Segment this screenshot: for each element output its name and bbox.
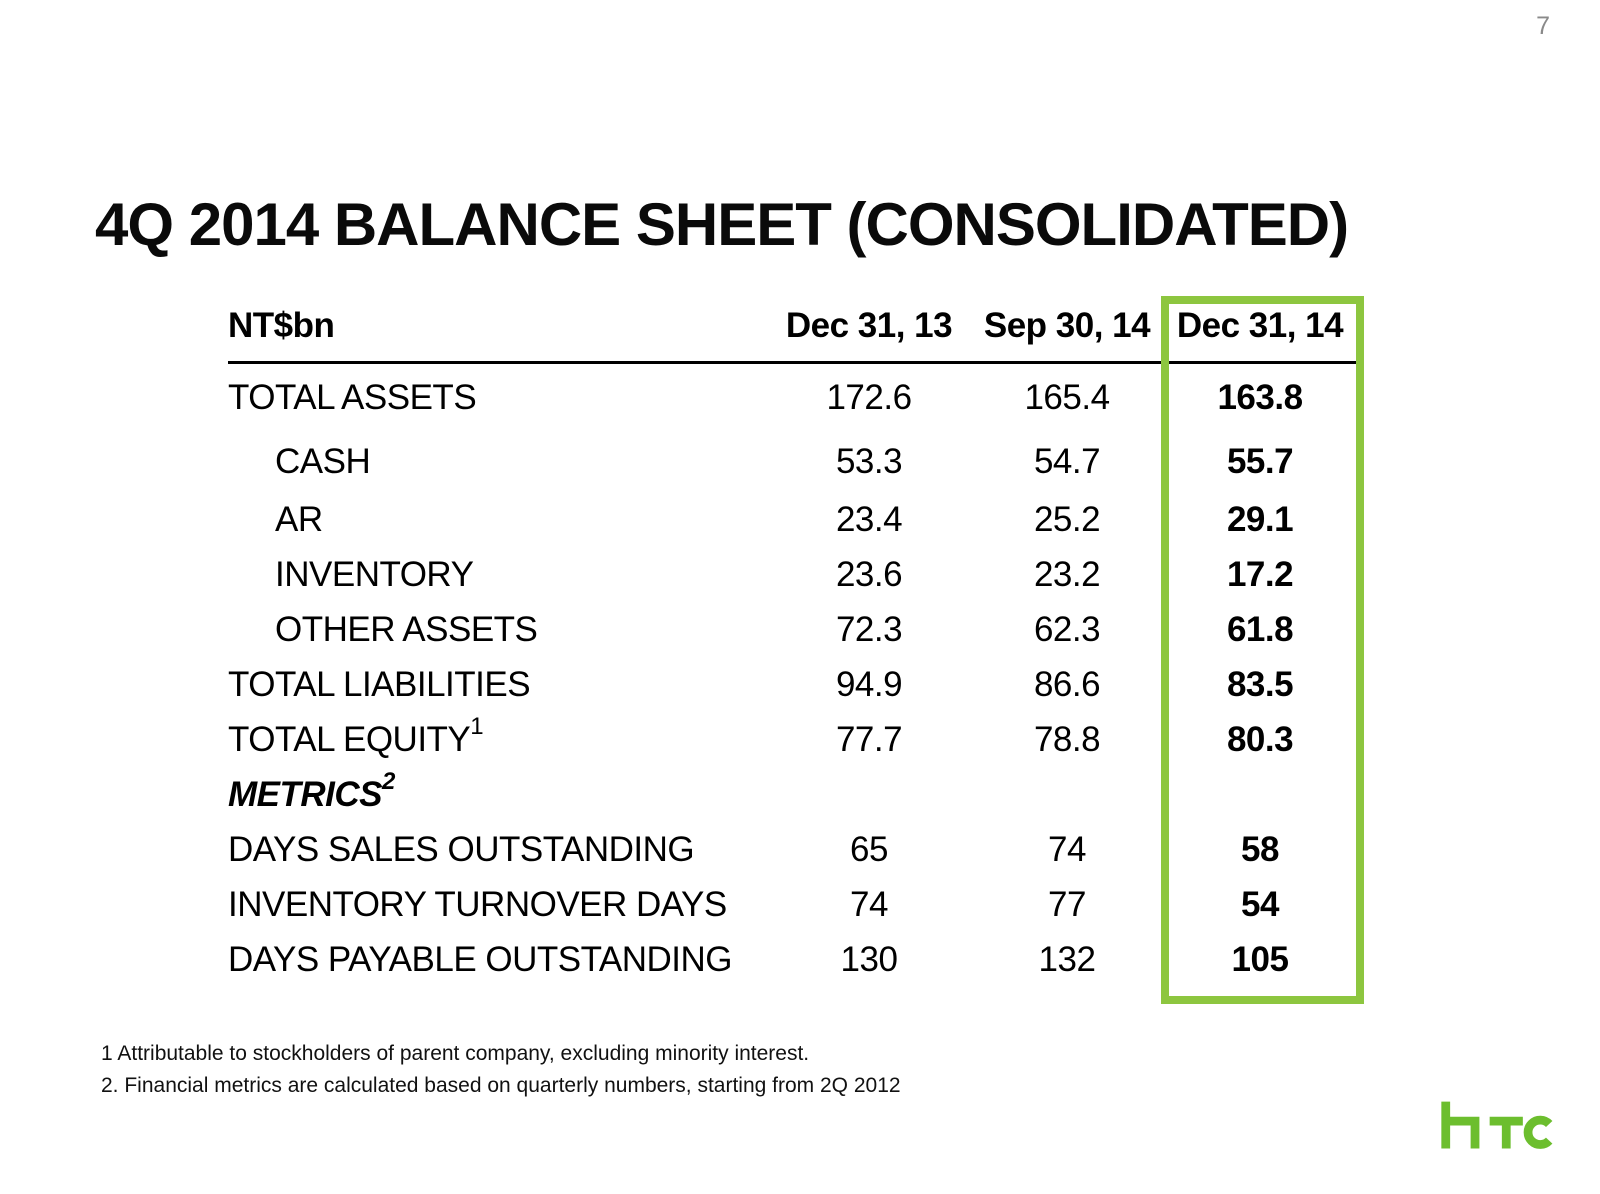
- value-sep-30-14: 54.7: [1033, 442, 1101, 481]
- value-dec-31-14: 163.8: [1217, 378, 1303, 417]
- value-dec-31-14: 54: [1241, 884, 1279, 924]
- row-label: TOTAL ASSETS: [228, 378, 477, 417]
- table-row: TOTAL ASSETS 172.6 165.4 163.8: [228, 364, 1356, 432]
- logo-letter-t: [1489, 1116, 1523, 1149]
- value-dec-31-13: 74: [850, 884, 888, 924]
- table-row: TOTAL LIABILITIES 94.9 86.6 83.5: [228, 657, 1356, 712]
- unit-header: NT$bn: [228, 306, 335, 345]
- row-label: OTHER ASSETS: [275, 609, 538, 649]
- value-dec-31-13: 23.6: [835, 554, 903, 594]
- row-label: TOTAL EQUITY1: [228, 712, 484, 759]
- slide-title: 4Q 2014 BALANCE SHEET (CONSOLIDATED): [95, 191, 1349, 259]
- value-dec-31-13: 94.9: [835, 664, 903, 704]
- logo-letter-c: [1523, 1115, 1553, 1149]
- table-row: INVENTORY TURNOVER DAYS 74 77 54: [228, 877, 1356, 932]
- value-dec-31-14: 80.3: [1226, 719, 1294, 759]
- value-sep-30-14: 78.8: [1033, 719, 1101, 759]
- value-sep-30-14: 132: [1038, 939, 1096, 979]
- value-dec-31-13: 65: [850, 829, 888, 869]
- value-dec-31-13: 77.7: [835, 719, 903, 759]
- row-label: INVENTORY TURNOVER DAYS: [228, 884, 727, 924]
- column-header-dec-31-14: Dec 31, 14: [1176, 306, 1344, 345]
- value-sep-30-14: 165.4: [1024, 378, 1110, 417]
- value-dec-31-13: 23.4: [835, 499, 903, 539]
- value-dec-31-13: 53.3: [835, 442, 903, 481]
- column-header-dec-31-13: Dec 31, 13: [785, 306, 953, 345]
- table-row: DAYS PAYABLE OUTSTANDING 130 132 105: [228, 932, 1356, 987]
- value-dec-31-14: 29.1: [1226, 499, 1294, 539]
- row-label: DAYS PAYABLE OUTSTANDING: [228, 939, 733, 979]
- footnotes: 1 Attributable to stockholders of parent…: [101, 1038, 901, 1102]
- value-dec-31-14: 55.7: [1226, 442, 1294, 481]
- table-body: TOTAL ASSETS 172.6 165.4 163.8 CASH 53.3…: [228, 364, 1356, 987]
- table-row: METRICS2: [228, 767, 1356, 822]
- row-label: INVENTORY: [275, 554, 474, 594]
- value-dec-31-14: 105: [1231, 939, 1289, 979]
- value-sep-30-14: 23.2: [1033, 554, 1101, 594]
- column-header-sep-30-14: Sep 30, 14: [983, 306, 1151, 345]
- row-label: AR: [275, 499, 323, 539]
- table-row: CASH 53.3 54.7 55.7: [228, 432, 1356, 492]
- row-label: METRICS2: [228, 767, 395, 814]
- footnote-2: 2. Financial metrics are calculated base…: [101, 1074, 901, 1097]
- table-row: OTHER ASSETS 72.3 62.3 61.8: [228, 602, 1356, 657]
- value-dec-31-14: 83.5: [1226, 664, 1294, 704]
- footnote-1: 1 Attributable to stockholders of parent…: [101, 1042, 810, 1065]
- table-row: AR 23.4 25.2 29.1: [228, 492, 1356, 547]
- table-row: TOTAL EQUITY1 77.7 78.8 80.3: [228, 712, 1356, 767]
- value-sep-30-14: 62.3: [1033, 609, 1101, 649]
- value-sep-30-14: 86.6: [1033, 664, 1101, 704]
- value-dec-31-14: 17.2: [1226, 554, 1294, 594]
- balance-sheet-table: NT$bn Dec 31, 13 Sep 30, 14 Dec 31, 14 T…: [228, 295, 1356, 987]
- row-label: DAYS SALES OUTSTANDING: [228, 829, 695, 869]
- value-sep-30-14: 74: [1048, 829, 1086, 869]
- value-dec-31-13: 130: [840, 939, 898, 979]
- value-dec-31-14: 61.8: [1226, 609, 1294, 649]
- value-dec-31-13: 72.3: [835, 609, 903, 649]
- table-row: DAYS SALES OUTSTANDING 65 74 58: [228, 822, 1356, 877]
- value-dec-31-13: 172.6: [826, 378, 912, 417]
- page-number: 7: [1536, 12, 1550, 40]
- row-label: CASH: [275, 442, 371, 481]
- value-sep-30-14: 25.2: [1033, 499, 1101, 539]
- logo-letter-h: [1441, 1101, 1480, 1149]
- table-header-row: NT$bn Dec 31, 13 Sep 30, 14 Dec 31, 14: [228, 295, 1356, 364]
- value-sep-30-14: 77: [1048, 884, 1086, 924]
- htc-logo: [1435, 1100, 1557, 1157]
- value-dec-31-14: 58: [1241, 829, 1279, 869]
- row-label: TOTAL LIABILITIES: [228, 664, 531, 704]
- table-row: INVENTORY 23.6 23.2 17.2: [228, 547, 1356, 602]
